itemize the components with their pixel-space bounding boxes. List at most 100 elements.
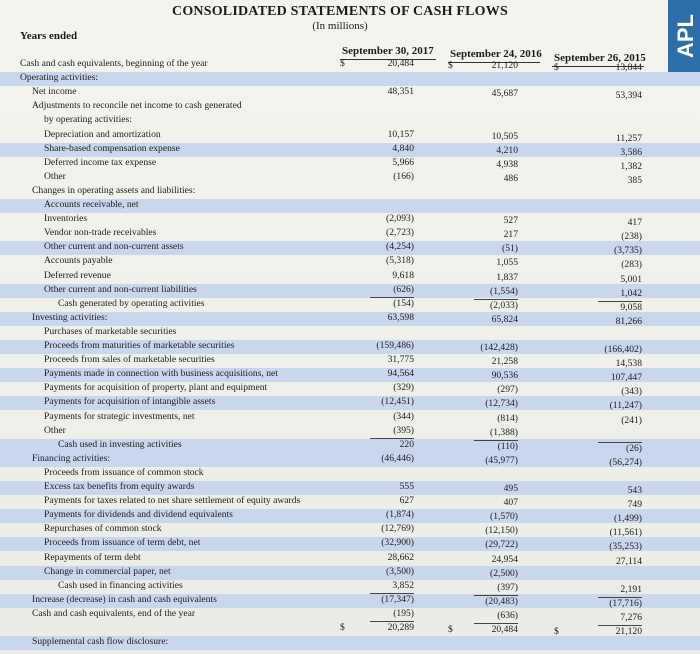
currency-symbol: $ xyxy=(340,58,345,69)
statement-row: Other current and non-current assets (4,2… xyxy=(0,241,700,257)
row-value-2017: (626) xyxy=(393,283,414,295)
side-tab-label: APL xyxy=(673,14,698,58)
row-value-2016: (45,977) xyxy=(485,454,518,466)
statement-subtitle: (In millions) xyxy=(312,20,368,32)
statement-row: Accounts payable (5,318) 1,055 (283) xyxy=(0,255,700,271)
row-value-2015: 7,276 xyxy=(620,611,642,623)
row-value-2015: 27,114 xyxy=(615,555,642,567)
row-value-2015: (3,735) xyxy=(614,245,642,257)
row-value-2016: (110) xyxy=(497,440,518,452)
row-label: Operating activities: xyxy=(20,72,99,84)
row-value-2017: 10,157 xyxy=(387,128,414,140)
row-value-2016: (1,570) xyxy=(490,511,518,523)
statement-row: Cash and cash equivalents, end of the ye… xyxy=(0,608,700,623)
row-value-2015: (166,402) xyxy=(604,344,642,355)
row-value-2016: 65,824 xyxy=(491,313,518,325)
row-value-2016: (12,734) xyxy=(485,398,518,410)
statement-row: Increase (decrease) in cash and cash equ… xyxy=(0,593,700,609)
row-label: Payments for taxes related to net share … xyxy=(44,495,301,507)
row-value-2015: (1,499) xyxy=(614,513,642,525)
column-header-2016: September 24, 2016 xyxy=(450,48,542,60)
row-label: Proceeds from sales of marketable securi… xyxy=(44,354,215,366)
statement-row: Payments for dividends and dividend equi… xyxy=(0,509,700,525)
header-rule xyxy=(340,59,436,60)
row-value-2015: 81,266 xyxy=(615,315,642,327)
row-value-2017: (159,486) xyxy=(376,340,414,351)
statement-row: Repayments of term debt 28,662 24,954 27,11… xyxy=(0,552,700,567)
row-value-2015: 21,120 xyxy=(615,626,642,637)
row-label: Cash generated by operating activities xyxy=(58,297,205,309)
row-value-2017: (32,900) xyxy=(381,537,414,549)
statement-row: Cash and cash equivalents, beginning of … xyxy=(0,58,700,73)
row-label: Payments for acquisition of property, pl… xyxy=(44,382,268,394)
row-value-2017: (3,500) xyxy=(386,565,414,577)
statement-row: Vendor non-trade receivables (2,723) 217 (2… xyxy=(0,227,700,243)
row-value-2017: 20,484 xyxy=(387,58,414,69)
subtotal-rule xyxy=(598,596,642,598)
currency-symbol: $ xyxy=(340,622,345,633)
row-value-2015: (11,561) xyxy=(609,527,642,539)
row-value-2015: 543 xyxy=(627,485,642,496)
statement-row: Payments for acquisition of intangible a… xyxy=(0,396,700,411)
row-value-2016: (51) xyxy=(502,243,518,255)
row-value-2017: 220 xyxy=(399,438,414,450)
row-value-2016: (636) xyxy=(497,609,518,621)
column-header-2015: September 26, 2015 xyxy=(554,52,646,64)
row-value-2016: 495 xyxy=(503,483,518,494)
row-value-2015: (241) xyxy=(621,414,642,426)
subtotal-rule xyxy=(474,623,518,624)
row-value-2015: (238) xyxy=(621,231,642,243)
row-value-2015: 13,844 xyxy=(615,62,642,73)
statement-row: Net income 48,351 45,687 53,394 xyxy=(0,86,700,102)
subtotal-rule xyxy=(598,441,642,443)
row-value-2016: 217 xyxy=(503,229,518,241)
header-rule xyxy=(552,66,644,67)
row-label: Depreciation and amortization xyxy=(44,128,161,140)
statement-row: Other (166) 486 385 xyxy=(0,170,700,186)
row-value-2017: 48,351 xyxy=(387,86,414,98)
statement-row: Payments for strategic investments, net (… xyxy=(0,410,700,426)
statement-row: Change in commercial paper, net (3,500) (2… xyxy=(0,565,700,580)
subtotal-rule xyxy=(370,296,414,298)
row-value-2015: 53,394 xyxy=(615,90,642,102)
row-value-2017: 4,840 xyxy=(392,142,414,154)
row-label: Proceeds from issuance of common stock xyxy=(44,466,204,478)
row-label: Payments for strategic investments, net xyxy=(44,410,195,422)
row-label: Inventories xyxy=(44,213,88,225)
subtotal-rule xyxy=(598,625,642,626)
row-value-2015: (26) xyxy=(626,442,642,454)
row-value-2016: (397) xyxy=(497,581,518,593)
row-label: Excess tax benefits from equity awards xyxy=(44,481,195,492)
row-value-2017: 3,852 xyxy=(392,579,414,591)
row-value-2016: 486 xyxy=(503,172,518,184)
row-value-2016: (814) xyxy=(497,412,518,424)
row-value-2016: (1,554) xyxy=(490,285,518,297)
subtotal-rule xyxy=(598,300,642,302)
row-value-2017: 555 xyxy=(399,481,414,492)
subtotal-rule xyxy=(370,592,414,594)
statement-row: Proceeds from sales of marketable securi… xyxy=(0,354,700,369)
row-value-2017: (1,874) xyxy=(386,509,414,521)
statement-row: Depreciation and amortization 10,157 10,50… xyxy=(0,128,700,144)
row-value-2016: (29,722) xyxy=(485,539,518,551)
statement-row: Changes in operating assets and liabilit… xyxy=(0,185,700,199)
row-label: Increase (decrease) in cash and cash equ… xyxy=(32,593,217,605)
row-value-2016: 90,536 xyxy=(491,370,518,382)
row-value-2016: (142,428) xyxy=(480,342,518,353)
row-label: Proceeds from issuance of term debt, net xyxy=(44,537,201,549)
statement-row: Cash generated by operating activities (1… xyxy=(0,297,700,313)
row-label: Other xyxy=(44,170,66,182)
statement-row: by operating activities: xyxy=(0,114,700,128)
row-value-2015: (283) xyxy=(621,259,642,271)
statement-row: Financing activities: (46,446) (45,977) (56… xyxy=(0,452,700,468)
row-value-2016: 21,258 xyxy=(491,356,518,368)
row-label: Deferred income tax expense xyxy=(44,156,157,168)
row-label: Proceeds from maturities of marketable s… xyxy=(44,340,235,351)
row-label: Investing activities: xyxy=(32,311,108,323)
row-value-2017: (46,446) xyxy=(381,452,414,464)
row-value-2015: (343) xyxy=(621,386,642,398)
row-label: Other current and non-current liabilitie… xyxy=(44,283,197,295)
currency-symbol: $ xyxy=(448,60,453,71)
row-value-2015: 2,191 xyxy=(620,583,642,595)
